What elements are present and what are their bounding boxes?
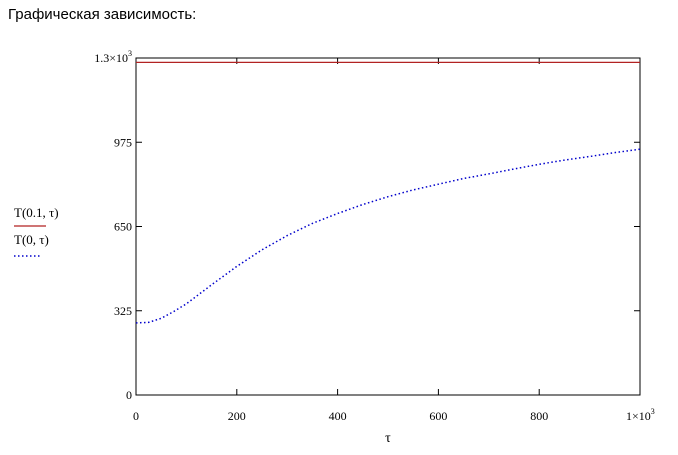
x-tick-label: 400 <box>329 409 347 423</box>
series-line-1 <box>135 148 641 324</box>
legend: T(0.1, τ) T(0, τ) <box>14 205 59 257</box>
x-tick-label: 800 <box>530 409 548 423</box>
legend-label-series-0: T(0.1, τ) <box>14 205 59 220</box>
page-heading: Графическая зависимость: <box>8 6 197 23</box>
x-tick-label: 600 <box>429 409 447 423</box>
x-axis-label: τ <box>385 431 391 446</box>
x-tick-label: 200 <box>228 409 246 423</box>
legend-label-series-1: T(0, τ) <box>14 232 49 247</box>
x-tick-label: 0 <box>133 409 139 423</box>
y-tick-label: 0 <box>126 388 132 402</box>
y-tick-label: 650 <box>114 220 132 234</box>
series-layer <box>135 61 641 324</box>
y-tick-label: 1.3×103 <box>94 49 132 65</box>
y-axis-ticks: 0 325 650 975 1.3×103 <box>94 49 640 402</box>
y-tick-label: 325 <box>114 304 132 318</box>
x-axis-ticks: 0 200 400 600 800 1×103 <box>133 58 655 423</box>
plot-area-frame <box>135 57 641 396</box>
y-tick-label: 975 <box>114 135 132 149</box>
x-tick-label: 1×103 <box>626 407 655 423</box>
